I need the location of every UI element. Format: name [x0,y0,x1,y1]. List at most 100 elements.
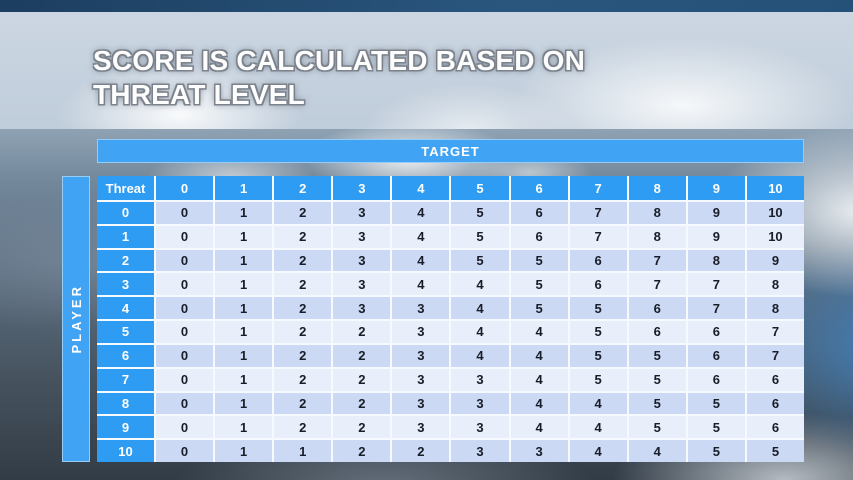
score-cell: 0 [156,440,214,462]
score-cell: 0 [156,249,214,272]
column-header-8: 8 [628,176,686,200]
score-matrix-table: Threat 0 1 2 3 4 5 6 7 8 9 10 0 0 1 2 3 4 5 6 7 8 9 10 1 0 1 2 3 4 5 6 7… [97,176,804,462]
score-cell: 2 [333,416,391,439]
score-cell: 0 [156,344,214,367]
score-cell: 0 [156,225,214,248]
score-cell: 4 [510,321,568,343]
score-cell: 0 [156,297,214,320]
score-cell: 0 [156,392,214,415]
score-cell: 4 [569,440,627,462]
score-cell: 1 [215,440,273,462]
row-header-10: 10 [97,440,154,462]
score-cell: 4 [451,273,509,296]
score-cell: 4 [569,392,627,415]
score-cell: 7 [569,202,627,224]
score-cell: 5 [510,273,568,296]
score-cell: 2 [274,344,332,367]
score-cell: 5 [569,368,627,391]
player-axis-bar: PLAYER [62,176,90,462]
score-cell: 7 [569,225,627,248]
score-cell: 4 [451,344,509,367]
score-cell: 9 [746,249,804,272]
score-cell: 0 [156,273,214,296]
score-cell: 0 [156,202,214,224]
score-cell: 8 [628,225,686,248]
score-cell: 3 [333,297,391,320]
score-cell: 5 [687,392,745,415]
score-cell: 4 [510,368,568,391]
score-cell: 5 [628,392,686,415]
score-cell: 6 [687,321,745,343]
score-cell: 1 [215,368,273,391]
score-cell: 6 [746,368,804,391]
score-cell: 5 [746,440,804,462]
score-cell: 6 [569,249,627,272]
score-cell: 1 [215,392,273,415]
score-cell: 2 [274,368,332,391]
score-cell: 6 [510,225,568,248]
score-cell: 2 [333,368,391,391]
score-cell: 2 [333,321,391,343]
score-cell: 10 [746,202,804,224]
score-cell: 5 [628,344,686,367]
score-cell: 3 [333,202,391,224]
score-cell: 3 [451,416,509,439]
score-cell: 7 [687,297,745,320]
score-cell: 6 [628,321,686,343]
score-cell: 9 [687,202,745,224]
title-line-2: THREAT LEVEL [93,79,305,110]
target-axis-bar: TARGET [97,139,804,163]
score-cell: 1 [215,321,273,343]
score-cell: 7 [628,273,686,296]
score-cell: 3 [392,321,450,343]
score-cell: 10 [746,225,804,248]
score-cell: 5 [628,368,686,391]
row-header-4: 4 [97,297,154,320]
score-cell: 3 [392,368,450,391]
column-header-3: 3 [333,176,391,200]
score-cell: 5 [687,416,745,439]
score-cell: 4 [510,416,568,439]
score-cell: 5 [510,297,568,320]
score-cell: 4 [392,273,450,296]
column-header-0: 0 [156,176,214,200]
score-cell: 7 [746,344,804,367]
score-cell: 5 [451,202,509,224]
score-cell: 5 [451,225,509,248]
score-cell: 8 [746,273,804,296]
score-cell: 4 [451,297,509,320]
score-cell: 6 [510,202,568,224]
score-cell: 1 [274,440,332,462]
top-sky-strip [0,0,853,12]
column-header-5: 5 [451,176,509,200]
score-cell: 3 [451,392,509,415]
score-cell: 4 [392,202,450,224]
score-cell: 5 [510,249,568,272]
score-cell: 3 [451,440,509,462]
score-cell: 2 [274,202,332,224]
score-cell: 9 [687,225,745,248]
row-header-6: 6 [97,344,154,367]
score-cell: 5 [569,297,627,320]
score-cell: 0 [156,321,214,343]
score-cell: 7 [687,273,745,296]
score-cell: 8 [746,297,804,320]
score-cell: 2 [274,273,332,296]
score-cell: 6 [628,297,686,320]
score-cell: 4 [510,344,568,367]
score-cell: 5 [451,249,509,272]
score-cell: 4 [392,225,450,248]
score-cell: 2 [333,392,391,415]
column-header-2: 2 [274,176,332,200]
column-header-4: 4 [392,176,450,200]
row-header-5: 5 [97,321,154,343]
row-header-8: 8 [97,392,154,415]
score-cell: 1 [215,202,273,224]
score-cell: 4 [628,440,686,462]
player-label: PLAYER [68,284,84,354]
row-header-3: 3 [97,273,154,296]
score-cell: 2 [274,416,332,439]
score-cell: 5 [687,440,745,462]
score-cell: 2 [274,297,332,320]
